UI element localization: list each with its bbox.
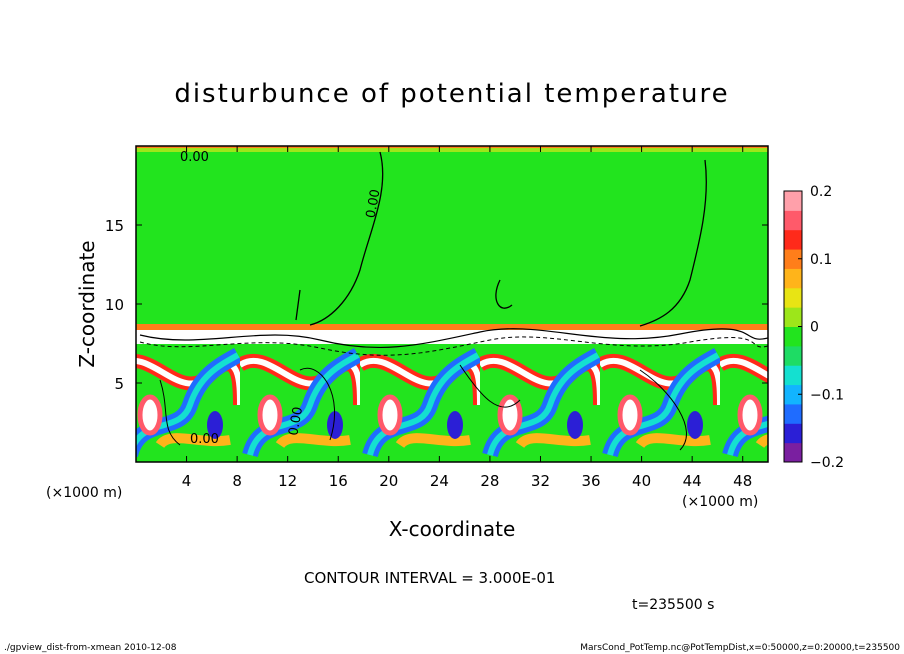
colorbar-tick-label: −0.1 — [810, 387, 844, 403]
colorbar-band — [784, 403, 802, 424]
contour-label: 0.00 — [286, 406, 306, 437]
footer-left: ./gpview_dist-from-xmean 2010-12-08 — [4, 643, 177, 653]
x-tick-label: 40 — [632, 472, 651, 490]
colorbar-band — [784, 345, 802, 366]
colorbar-ticks: 0.2 0.1 0 −0.1 −0.2 — [798, 184, 844, 471]
colorbar-tick-label: 0.2 — [810, 184, 832, 200]
contour-label: 0.00 — [190, 432, 219, 447]
x-tick-label: 8 — [232, 472, 242, 490]
contour-label: 0.00 — [180, 150, 209, 165]
chart-title: disturbunce of potential temperature — [174, 79, 729, 109]
colorbar-band — [784, 384, 802, 405]
y-unit-label: (×1000 m) — [46, 485, 122, 501]
x-tick-label: 28 — [480, 472, 499, 490]
plot-area — [136, 146, 768, 462]
y-axis-ticks: 5 10 15 — [105, 217, 768, 393]
x-tick-label: 4 — [182, 472, 192, 490]
colorbar-tick-label: 0 — [810, 320, 819, 336]
upper-field — [136, 146, 768, 330]
x-axis-label: X-coordinate — [389, 517, 516, 541]
contour-lines — [295, 151, 707, 327]
colorbar-band — [784, 442, 802, 463]
x-tick-label: 12 — [278, 472, 297, 490]
colorbar-band — [784, 229, 802, 250]
y-tick-label: 10 — [105, 296, 124, 314]
colorbar-band — [784, 210, 802, 231]
x-tick-label: 48 — [733, 472, 752, 490]
x-unit-label: (×1000 m) — [682, 494, 758, 510]
colorbar-tick-label: −0.2 — [810, 455, 844, 471]
x-tick-label: 44 — [683, 472, 702, 490]
footer-right: MarsCond_PotTemp.nc@PotTempDist,x=0:5000… — [580, 643, 900, 653]
top-band — [136, 146, 768, 152]
contour-label: 0.00 — [364, 188, 384, 219]
y-tick-label: 15 — [105, 217, 124, 235]
y-axis-label: Z-coordinate — [75, 240, 99, 367]
x-axis-ticks: 4 8 12 16 20 24 28 32 36 40 44 48 — [182, 146, 752, 490]
colorbar-band — [784, 365, 802, 386]
colorbar — [784, 191, 802, 463]
interface-band — [136, 324, 768, 330]
lower-field — [136, 344, 768, 462]
colorbar-band — [784, 307, 802, 327]
time-label: t=235500 s — [632, 597, 714, 613]
x-tick-label: 16 — [329, 472, 348, 490]
x-tick-label: 20 — [379, 472, 398, 490]
colorbar-tick-label: 0.1 — [810, 252, 832, 268]
x-tick-label: 24 — [430, 472, 449, 490]
x-tick-label: 32 — [531, 472, 550, 490]
colorbar-band — [784, 423, 802, 444]
x-tick-label: 36 — [581, 472, 600, 490]
colorbar-band — [784, 249, 802, 269]
contour-interval-text: CONTOUR INTERVAL = 3.000E-01 — [304, 569, 555, 587]
y-tick-label: 5 — [114, 375, 124, 393]
colorbar-band — [784, 326, 802, 347]
colorbar-band — [784, 191, 802, 211]
colorbar-band — [784, 268, 802, 289]
colorbar-band — [784, 287, 802, 308]
